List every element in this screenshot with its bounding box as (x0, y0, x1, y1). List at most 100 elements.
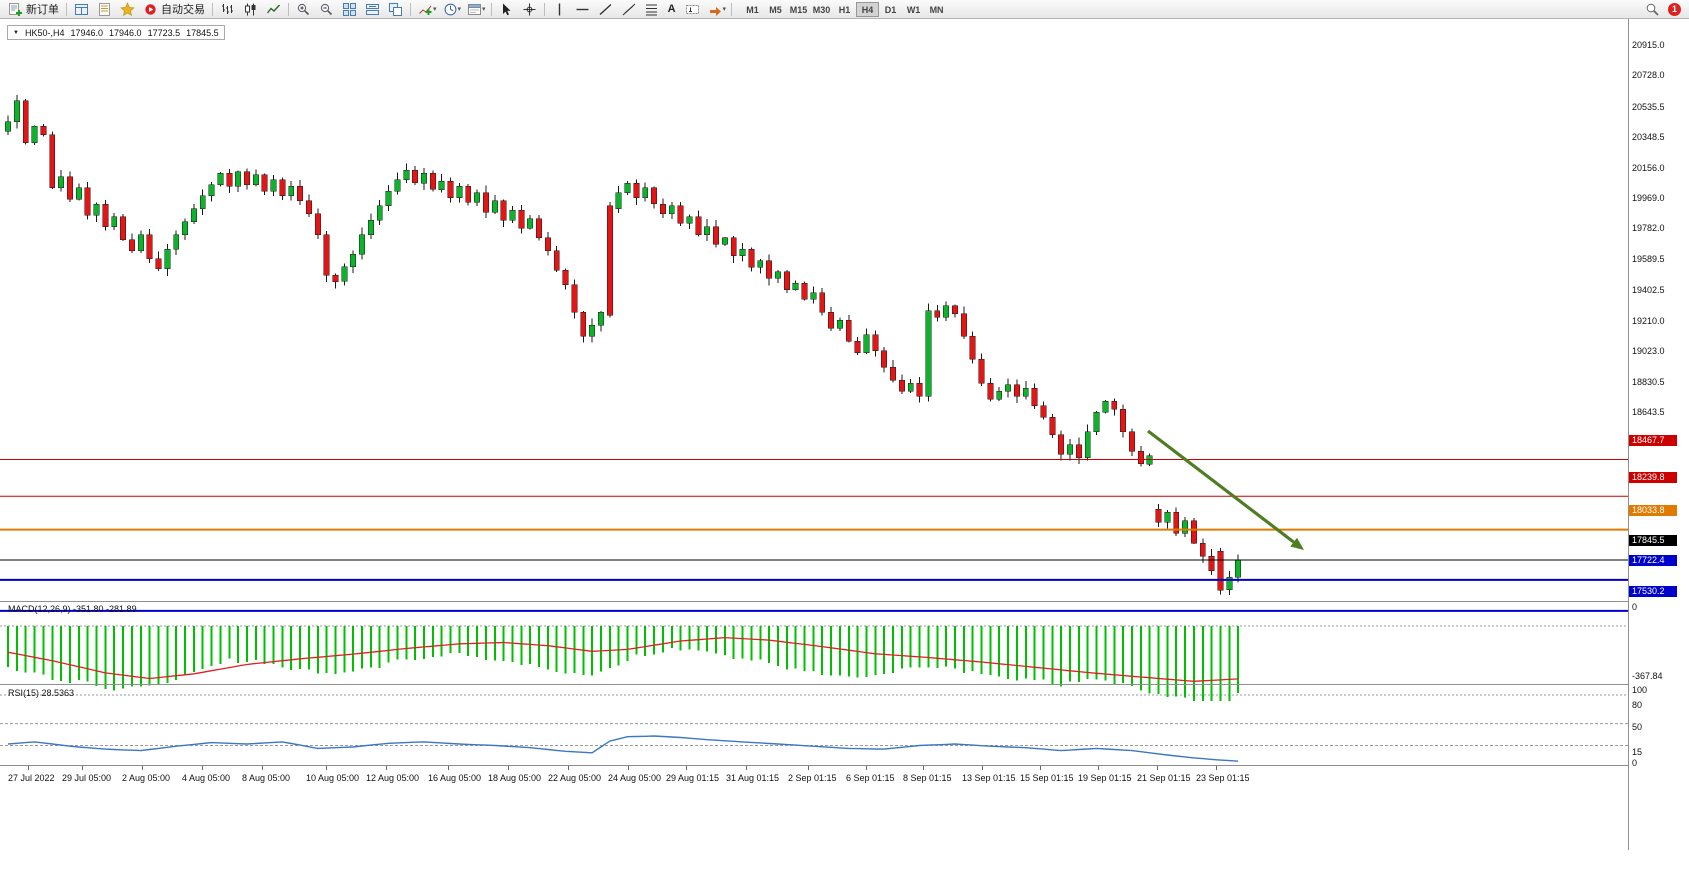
time-axis-label: 16 Aug 05:00 (428, 773, 482, 783)
chart-dropdown-icon[interactable]: ▼ (13, 29, 19, 36)
axis-label: 0 (1632, 758, 1638, 768)
tile-windows-icon[interactable] (338, 1, 361, 18)
horizontal-level-lines[interactable] (0, 459, 1628, 612)
trendline-tool-icon[interactable] (594, 1, 617, 18)
shapes-dropdown-caret[interactable]: ▾ (722, 6, 727, 13)
chart-open-value: 17946.0 (70, 27, 104, 38)
time-axis-tick (1040, 766, 1041, 770)
axis-label: 19969.0 (1632, 193, 1665, 204)
indicators-icon[interactable] (414, 1, 437, 18)
axis-label: 19210.0 (1632, 315, 1665, 326)
axis-label: 18830.5 (1632, 376, 1665, 387)
time-axis-label: 22 Aug 05:00 (548, 773, 602, 783)
toolbar-separator (212, 2, 213, 16)
timeframe-d1[interactable]: D1 (884, 4, 897, 15)
axis-label: 19023.0 (1632, 345, 1665, 356)
mt4-window: { "toolbar": { "new_order_label": "新订单",… (0, 0, 1689, 850)
price-level-label: 17845.5 (1629, 535, 1677, 547)
time-axis-tick (923, 766, 924, 770)
trend-arrow[interactable] (1147, 429, 1304, 550)
axis-label: 50 (1632, 721, 1643, 732)
line-chart-button-icon[interactable] (262, 1, 285, 18)
time-axis-tick (386, 766, 387, 770)
template-icon[interactable] (463, 1, 486, 18)
panel-divider-timeline (0, 765, 1689, 766)
channel-tool-icon[interactable] (617, 1, 640, 18)
time-axis-tick (202, 766, 203, 770)
panel-divider-macd[interactable] (0, 601, 1689, 602)
new-order-button[interactable]: 新订单 (4, 1, 63, 18)
time-axis-label: 24 Aug 05:00 (608, 773, 662, 783)
time-axis-tick (262, 766, 263, 770)
chart-close-value: 17845.5 (186, 27, 219, 38)
period-clock-icon[interactable] (439, 1, 462, 18)
axis-label: 18643.5 (1632, 407, 1665, 418)
timeframe-h4[interactable]: H4 (856, 1, 880, 17)
vertical-line-tool-icon[interactable] (548, 1, 571, 18)
time-axis-tick (448, 766, 449, 770)
time-axis-label: 12 Aug 05:00 (366, 773, 420, 783)
timeframe-mn[interactable]: MN (929, 4, 944, 15)
price-level-label: 17530.2 (1629, 586, 1677, 598)
timeframe-m1[interactable]: M1 (746, 4, 759, 15)
time-axis-tick (326, 766, 327, 770)
market-watch-icon[interactable] (70, 1, 93, 18)
text-label-tool-icon[interactable] (681, 1, 704, 18)
price-scale[interactable]: 20915.0 20728.0 20535.5 20348.5 20156.0 19969… (1628, 19, 1689, 850)
chart-ohlc-box[interactable]: ▼ HK50-,H4 17946.0 17946.0 17723.5 17845… (7, 25, 225, 40)
template-dropdown-caret[interactable]: ▾ (482, 6, 486, 13)
period-dropdown-caret[interactable]: ▾ (457, 6, 462, 13)
time-axis-tick (142, 766, 143, 770)
notification-badge[interactable]: 1 (1668, 2, 1681, 16)
time-axis-tick (808, 766, 809, 770)
zoom-in-icon[interactable] (292, 1, 315, 18)
cursor-icon[interactable] (495, 1, 518, 18)
horizontal-line-tool-icon[interactable] (571, 1, 594, 18)
price-level-label: 18239.8 (1629, 471, 1677, 483)
data-window-icon[interactable] (93, 1, 116, 18)
time-axis-tick (686, 766, 687, 770)
time-scale[interactable]: 27 Jul 2022 29 Jul 05:00 2 Aug 05:00 4 Aug … (0, 766, 1628, 796)
chart-canvas[interactable] (0, 19, 1689, 850)
crosshair-icon[interactable] (518, 1, 541, 18)
chart-symbol-period: HK50-,H4 (24, 27, 65, 38)
shapes-tool-icon[interactable] (704, 1, 727, 18)
time-axis-label: 2 Sep 01:15 (788, 773, 837, 783)
cascade-windows-icon[interactable] (384, 1, 407, 18)
panel-divider-rsi[interactable] (0, 684, 1689, 685)
timeframe-w1[interactable]: W1 (906, 4, 921, 15)
time-axis-tick (28, 766, 29, 770)
time-axis-label: 4 Aug 05:00 (182, 773, 231, 783)
indicators-dropdown-caret[interactable]: ▾ (433, 6, 437, 13)
time-axis-tick (1216, 766, 1217, 770)
time-axis-tick (628, 766, 629, 770)
timeframe-m30[interactable]: M30 (812, 4, 831, 15)
timeframe-m15[interactable]: M15 (789, 4, 808, 15)
zoom-out-icon[interactable] (315, 1, 338, 18)
macd-indicator-label: MACD(12,26,9) -351.80 -281.89 (8, 604, 137, 614)
time-axis-label: 8 Sep 01:15 (903, 773, 952, 783)
bar-chart-button-icon[interactable] (216, 1, 239, 18)
auto-trading-button[interactable]: 自动交易 (139, 1, 209, 18)
time-axis-label: 27 Jul 2022 (8, 773, 55, 783)
axis-label: 20915.0 (1632, 40, 1665, 51)
text-tool-button[interactable]: A (667, 3, 676, 15)
time-axis-label: 6 Sep 01:15 (846, 773, 895, 783)
timeframe-m5[interactable]: M5 (769, 4, 782, 15)
navigator-icon[interactable] (116, 1, 139, 18)
time-axis-tick (982, 766, 983, 770)
axis-label: 19589.5 (1632, 254, 1665, 265)
search-icon[interactable] (1641, 1, 1664, 18)
toolbar-separator (66, 2, 67, 16)
timeframe-h1[interactable]: H1 (838, 4, 851, 15)
axis-label: 0 (1632, 602, 1638, 612)
fibonacci-tool-icon[interactable] (640, 1, 663, 18)
rsi-line (7, 735, 1239, 762)
time-axis-label: 2 Aug 05:00 (122, 773, 171, 783)
chart-drawing-surface[interactable] (0, 19, 1689, 869)
candlestick-chart-button-icon[interactable] (239, 1, 262, 18)
rsi-indicator-label: RSI(15) 28.5363 (8, 688, 75, 698)
time-axis-label: 19 Sep 01:15 (1078, 773, 1132, 783)
tile-horizontal-icon[interactable] (361, 1, 384, 18)
time-axis-label: 21 Sep 01:15 (1137, 773, 1191, 783)
